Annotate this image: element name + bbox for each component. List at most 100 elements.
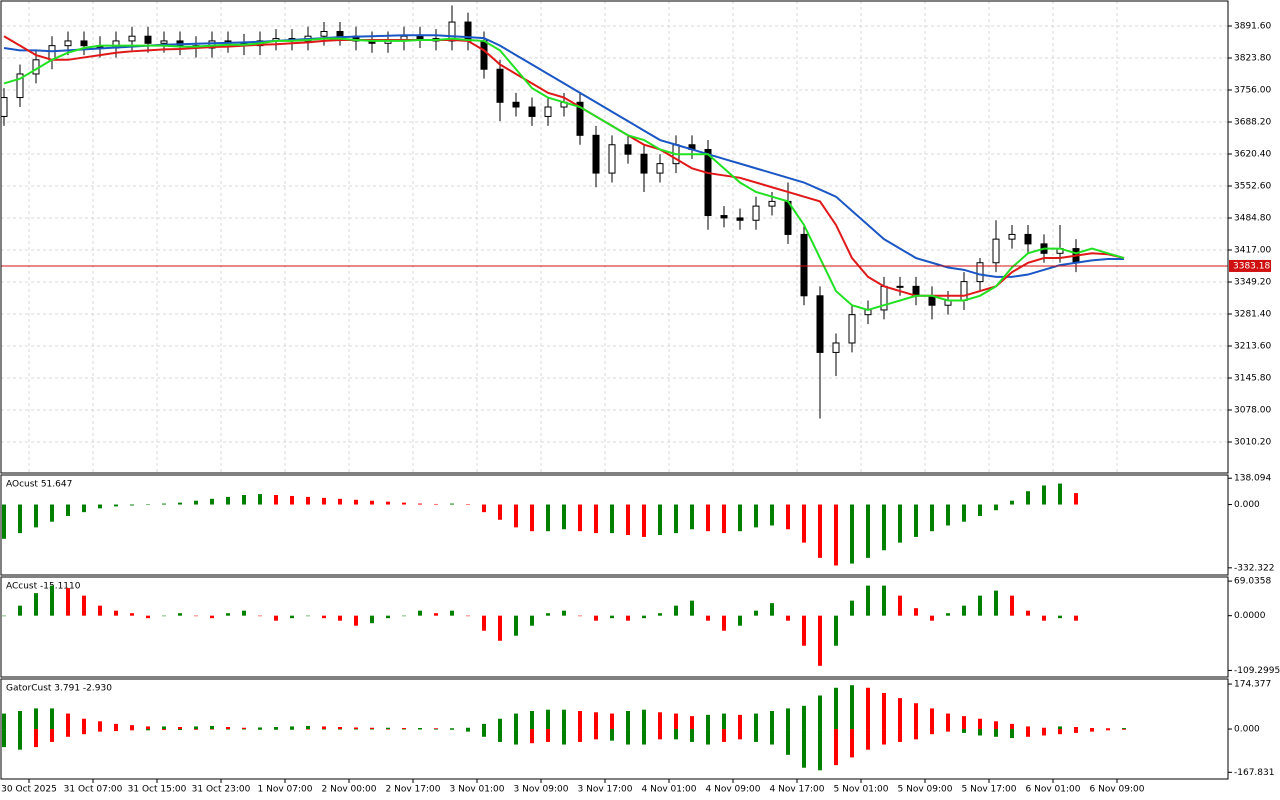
histogram-bar <box>786 729 790 755</box>
histogram-bar <box>418 503 422 505</box>
histogram-bar <box>50 504 54 522</box>
histogram-bar <box>178 502 182 505</box>
histogram-bar <box>498 504 502 520</box>
histogram-bar <box>402 502 406 505</box>
histogram-bar <box>226 496 230 505</box>
histogram-bar <box>2 615 6 617</box>
histogram-bar <box>898 504 902 543</box>
y-tick-label: -332.322 <box>1234 563 1274 573</box>
y-tick-label: 3756.00 <box>1234 86 1271 96</box>
histogram-bar <box>1074 615 1078 621</box>
histogram-bar <box>66 504 70 516</box>
y-tick-label: 0.000 <box>1234 725 1260 735</box>
histogram-bar <box>466 727 470 730</box>
histogram-bar <box>194 729 198 730</box>
histogram-bar <box>690 716 694 730</box>
histogram-bar <box>354 727 358 730</box>
histogram-bar <box>546 613 550 616</box>
candle-body <box>736 217 744 221</box>
candle-body <box>592 134 600 174</box>
histogram-bar <box>386 615 390 619</box>
histogram-bar <box>82 729 86 735</box>
candle-body <box>496 68 504 103</box>
y-tick-label: 3620.40 <box>1234 150 1271 160</box>
histogram-bar <box>562 504 566 530</box>
histogram-bar <box>370 729 374 730</box>
histogram-bar <box>194 615 198 617</box>
histogram-bar <box>786 708 790 730</box>
histogram-bar <box>530 615 534 626</box>
histogram-bar <box>578 729 582 742</box>
histogram-bar <box>1010 729 1014 739</box>
histogram-bar <box>754 610 758 616</box>
histogram-bar <box>34 729 38 748</box>
histogram-bar <box>786 615 790 621</box>
candle-body <box>720 215 728 219</box>
x-tick-label: 3 Nov 17:00 <box>578 785 633 795</box>
histogram-bar <box>994 721 998 730</box>
histogram-bar <box>466 504 470 506</box>
histogram-bar <box>482 504 486 513</box>
gator-panel-frame <box>0 678 1229 780</box>
histogram-bar <box>754 504 758 528</box>
histogram-bar <box>642 709 646 730</box>
candle-body <box>336 30 344 37</box>
y-tick-label: 0.0000 <box>1234 611 1266 621</box>
histogram-bar <box>82 504 86 513</box>
histogram-bar <box>962 605 966 616</box>
histogram-bar <box>498 718 502 730</box>
histogram-bar <box>114 729 118 732</box>
candle-body <box>800 233 808 297</box>
x-tick-label: 5 Nov 01:00 <box>834 785 889 795</box>
y-tick-label: 0.000 <box>1234 500 1260 510</box>
histogram-bar <box>66 729 70 737</box>
histogram-bar <box>1122 728 1126 730</box>
histogram-bar <box>1010 723 1014 730</box>
histogram-bar <box>450 729 454 730</box>
histogram-bar <box>194 500 198 505</box>
histogram-bar <box>898 595 902 616</box>
histogram-bar <box>610 713 614 730</box>
histogram-bar <box>594 615 598 621</box>
histogram-bar <box>386 729 390 730</box>
x-tick-label: 4 Nov 09:00 <box>706 785 761 795</box>
histogram-bar <box>402 615 406 617</box>
y-tick-label: 138.094 <box>1234 474 1271 484</box>
histogram-bar <box>850 685 854 730</box>
x-tick-label: 31 Oct 07:00 <box>64 785 123 795</box>
histogram-bar <box>466 615 470 617</box>
candle-body <box>16 73 24 99</box>
histogram-bar <box>1042 615 1046 621</box>
histogram-bar <box>306 615 310 617</box>
histogram-bar <box>34 593 38 616</box>
histogram-bar <box>642 615 646 619</box>
x-tick-label: 30 Oct 2025 <box>1 785 57 795</box>
moving-average-line <box>3 35 1125 297</box>
histogram-bar <box>626 615 630 621</box>
candle-body <box>976 262 984 283</box>
candle-body <box>160 40 168 44</box>
x-tick-label: 2 Nov 00:00 <box>322 785 377 795</box>
histogram-bar <box>18 710 22 730</box>
candle-body <box>768 200 776 207</box>
candle-body <box>848 314 856 344</box>
histogram-bar <box>498 729 502 742</box>
histogram-bar <box>146 504 150 506</box>
histogram-bar <box>802 615 806 646</box>
histogram-bar <box>402 729 406 730</box>
histogram-bar <box>562 610 566 616</box>
histogram-bar <box>914 729 918 740</box>
y-tick-label: -109.2995 <box>1234 666 1280 676</box>
x-tick-label: 1 Nov 07:00 <box>258 785 313 795</box>
histogram-bar <box>482 615 486 631</box>
histogram-bar <box>706 615 710 621</box>
histogram-bar <box>338 615 342 621</box>
histogram-bar <box>274 615 278 621</box>
histogram-bar <box>594 712 598 730</box>
histogram-bar <box>338 726 342 730</box>
histogram-bar <box>290 726 294 730</box>
histogram-bar <box>1074 729 1078 733</box>
histogram-bar <box>1026 729 1030 737</box>
histogram-bar <box>98 605 102 616</box>
histogram-bar <box>626 504 630 535</box>
